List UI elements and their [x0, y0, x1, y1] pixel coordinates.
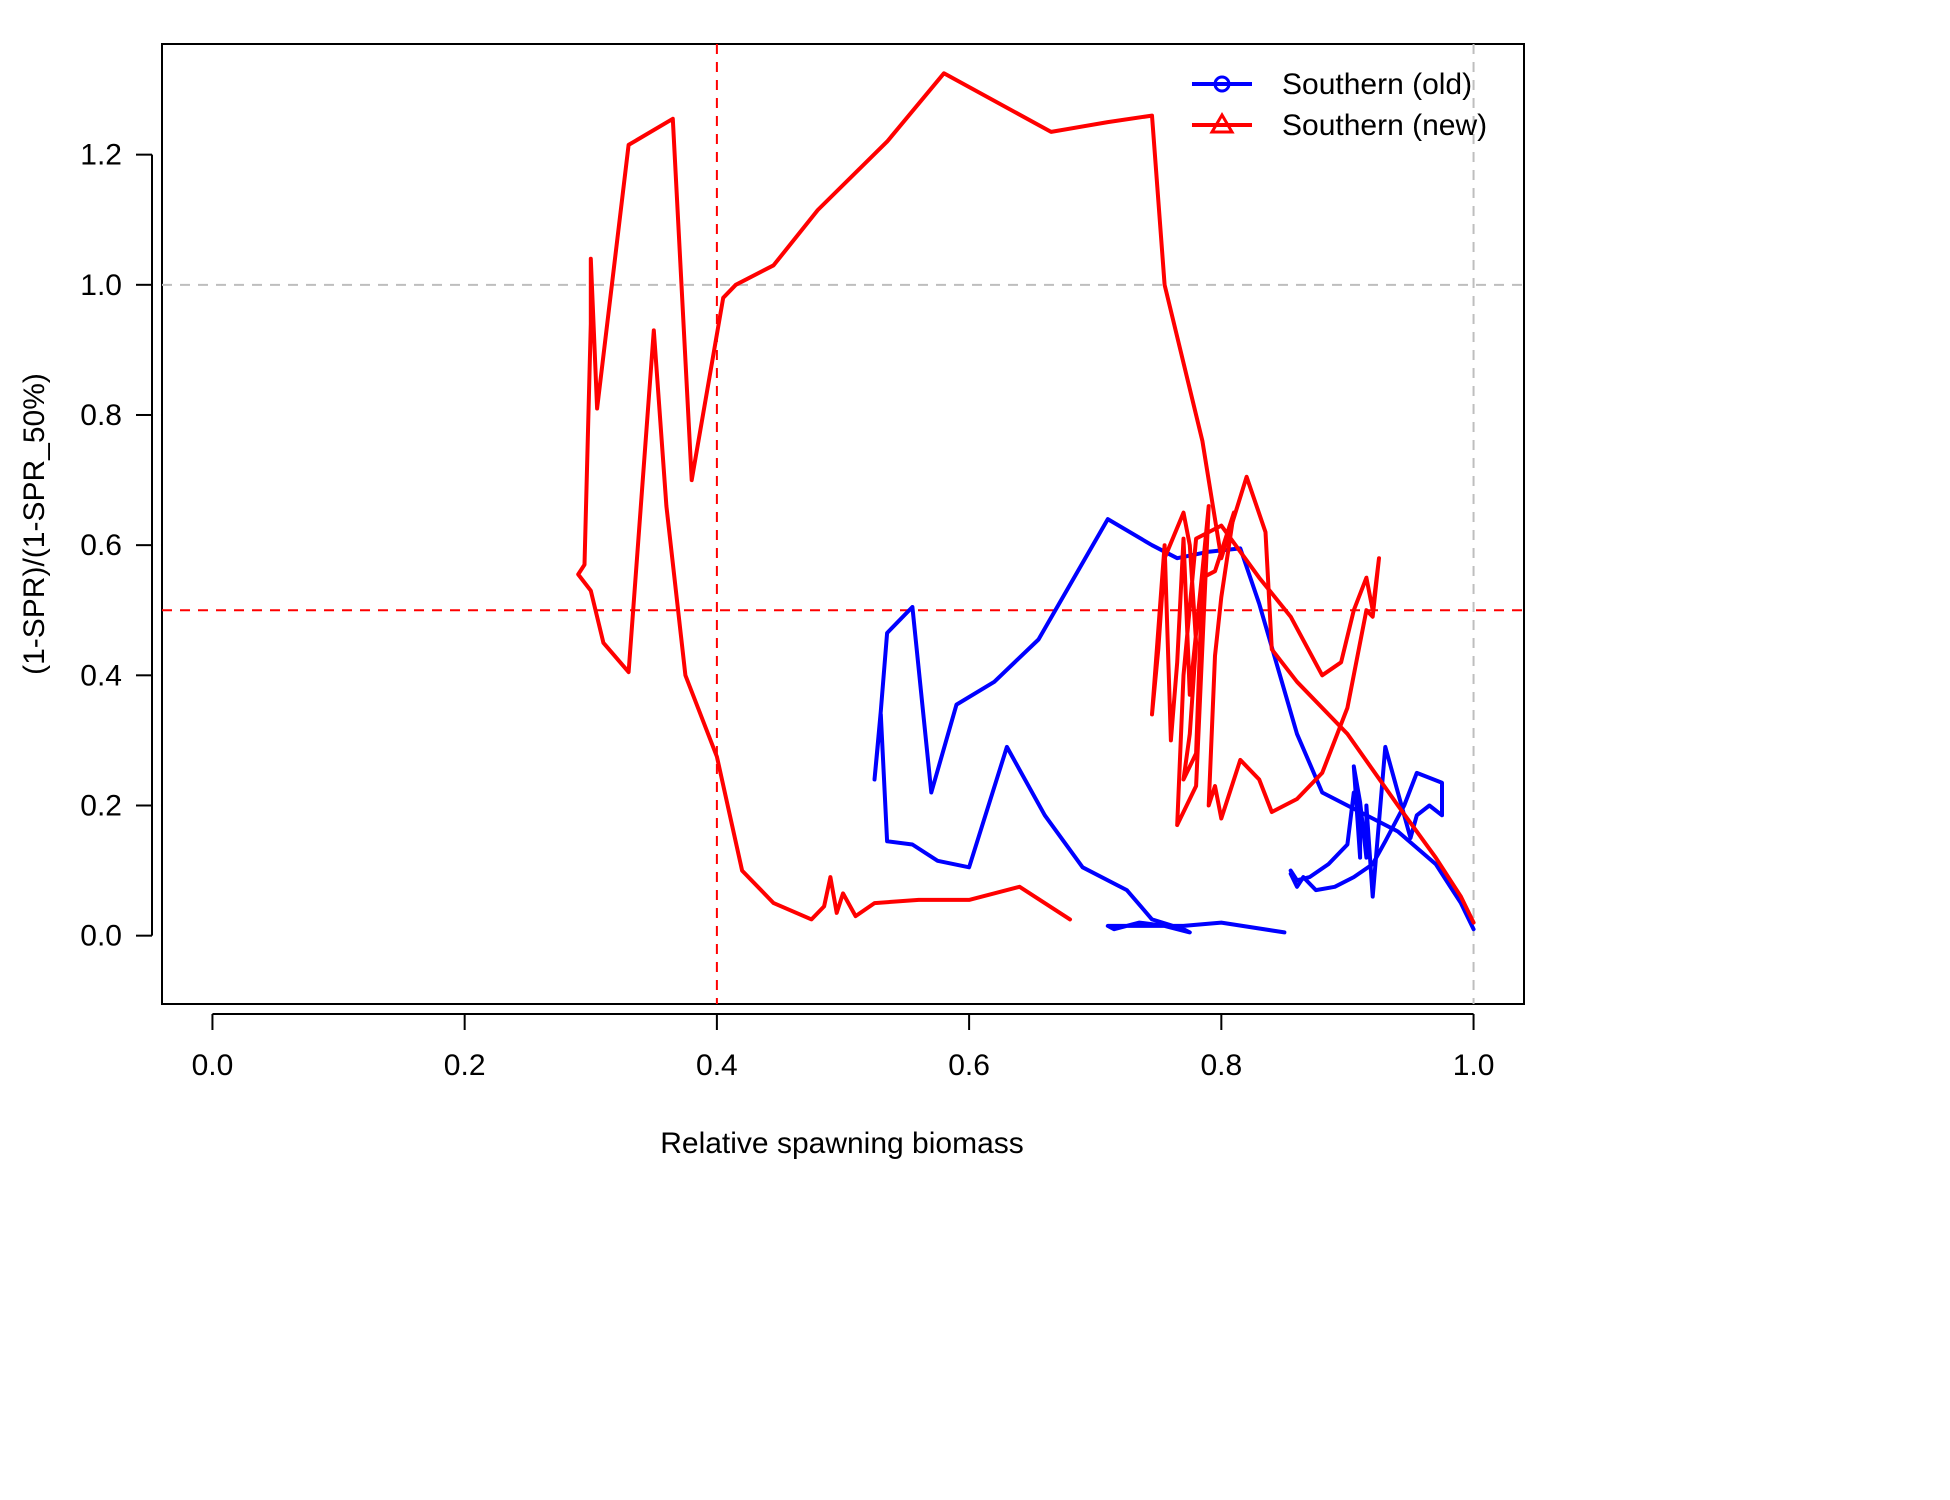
- line-chart: 0.0 0.2 0.4 0.6 0.8 1.0 0.0 0.2 0.4 0.6 0.8 1.0 1.2…: [18, 43, 1525, 1160]
- x-tick-label: 0.6: [948, 1049, 990, 1082]
- x-tick-label: 0.2: [444, 1049, 486, 1082]
- y-tick-label: 0.8: [80, 399, 122, 432]
- y-tick-label: 0.0: [80, 920, 122, 953]
- y-axis-title: (1-SPR)/(1-SPR_50%): [18, 373, 51, 675]
- legend: Southern (old) Southern (new): [1192, 68, 1487, 142]
- x-tick-label: 1.0: [1453, 1049, 1495, 1082]
- x-tick-label: 0.0: [192, 1049, 234, 1082]
- y-tick-label: 1.2: [80, 139, 122, 172]
- y-axis: 0.0 0.2 0.4 0.6 0.8 1.0 1.2: [80, 139, 153, 953]
- series-line-1: [1288, 744, 1444, 899]
- series-line-3: [1150, 504, 1381, 827]
- y-tick-label: 0.6: [80, 529, 122, 562]
- chart-root: 0.0 0.2 0.4 0.6 0.8 1.0 0.0 0.2 0.4 0.6 0.8 1.0 1.2…: [18, 43, 1525, 1160]
- reference-lines: [162, 44, 1524, 1004]
- legend-label: Southern (new): [1282, 109, 1487, 142]
- series-line-2: [576, 71, 1476, 925]
- x-tick-label: 0.8: [1200, 1049, 1242, 1082]
- x-axis-title: Relative spawning biomass: [660, 1127, 1024, 1160]
- plot-frame: [161, 43, 1525, 1005]
- x-tick-label: 0.4: [696, 1049, 738, 1082]
- legend-circle-marker: [1213, 75, 1231, 93]
- series-lines: [576, 71, 1476, 935]
- y-tick-label: 1.0: [80, 269, 122, 302]
- y-tick-label: 0.2: [80, 789, 122, 822]
- y-tick-label: 0.4: [80, 659, 122, 692]
- x-axis: 0.0 0.2 0.4 0.6 0.8 1.0: [192, 1013, 1495, 1082]
- legend-label: Southern (old): [1282, 68, 1472, 101]
- legend-triangle-marker: [1209, 112, 1235, 134]
